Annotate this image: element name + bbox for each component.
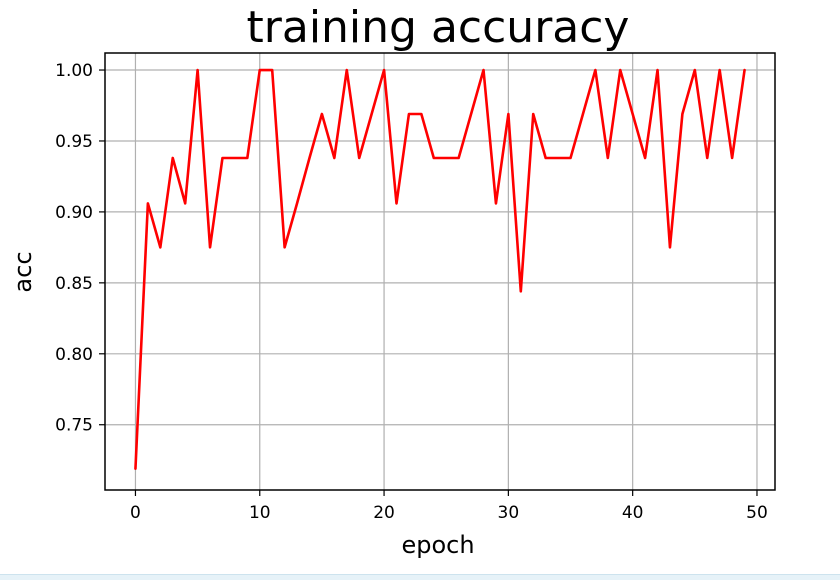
x-tick-label: 40	[622, 503, 644, 523]
x-tick-label: 10	[249, 503, 271, 523]
y-tick-label: 0.75	[55, 416, 93, 436]
x-tick-label: 30	[498, 503, 520, 523]
series-layer	[134, 68, 746, 471]
y-tick-label: 0.90	[55, 203, 93, 223]
x-axis-ticks: 0 10 20 30 40 50	[130, 490, 768, 523]
x-tick-label: 0	[130, 503, 141, 523]
plot-area-frame	[104, 52, 776, 491]
grid-lines	[105, 53, 775, 490]
y-axis-label: acc	[9, 251, 37, 292]
y-tick-label: 1.00	[55, 61, 93, 81]
accuracy-series-line	[134, 68, 746, 471]
y-tick-label: 0.85	[55, 274, 93, 294]
chart-title: training accuracy	[247, 2, 630, 53]
x-tick-label: 50	[746, 503, 768, 523]
bottom-border-strip	[0, 574, 840, 580]
x-tick-label: 20	[373, 503, 395, 523]
y-tick-label: 0.80	[55, 345, 93, 365]
y-tick-label: 0.95	[55, 132, 93, 152]
y-axis-ticks: 0.75 0.80 0.85 0.90 0.95 1.00	[55, 61, 105, 436]
x-axis-label: epoch	[401, 531, 474, 559]
